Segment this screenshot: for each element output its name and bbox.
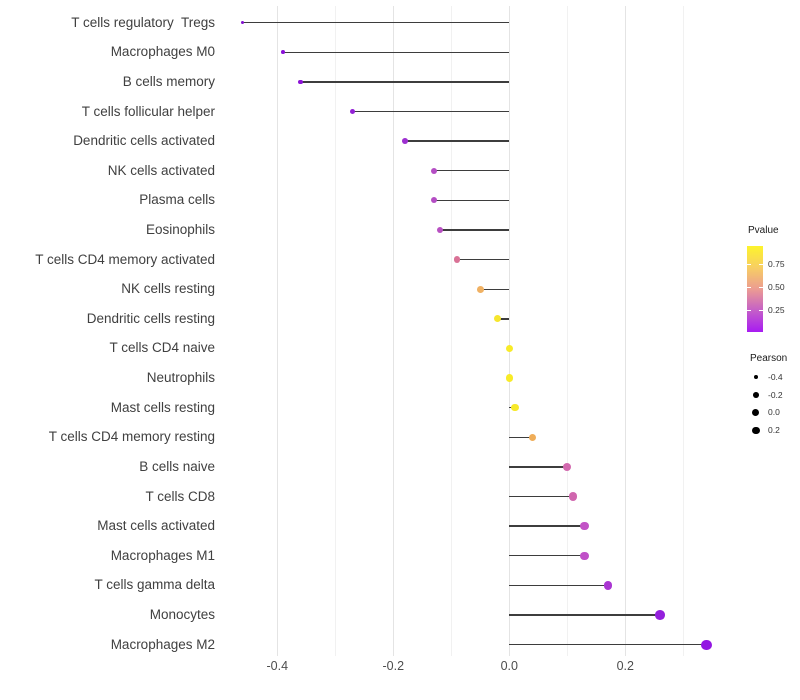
lollipop-dot [430,197,437,204]
pvalue-legend-title: Pvalue [748,225,779,236]
lollipop-line [509,436,533,439]
row-label: T cells gamma delta [94,577,215,593]
row-label: Dendritic cells resting [86,310,215,326]
row-label: T cells CD4 memory activated [35,251,215,267]
lollipop-dot [511,404,519,412]
lollipop-dot [281,50,286,55]
lollipop-dot [430,167,437,174]
row-label: NK cells activated [107,162,215,178]
lollipop-line [509,614,661,616]
x-tick-label: 0.2 [616,659,634,673]
row-label: T cells follicular helper [81,103,215,119]
colorbar-tick-mark [747,263,751,266]
colorbar-tick-mark [759,263,763,266]
lollipop-dot [580,551,589,561]
lollipop-line [242,22,510,24]
major-gridline [625,6,627,656]
lollipop-line [457,258,510,261]
lollipop-line [509,643,707,646]
size-legend-label: 0.0 [768,407,780,418]
row-label: Neutrophils [146,370,215,386]
row-label: T cells CD8 [145,488,215,504]
lollipop-dot [701,639,712,650]
lollipop-line [497,318,510,320]
lollipop-dot [505,374,513,382]
lollipop-dot [580,521,589,531]
lollipop-line [509,584,608,587]
size-legend-dot [752,409,760,417]
lollipop-dot [298,79,303,84]
colorbar-tick-mark [747,310,751,312]
row-label: Macrophages M2 [110,636,215,652]
row-label: NK cells resting [121,281,215,297]
lollipop-dot [563,462,572,472]
row-label: B cells naive [139,458,215,474]
row-label: T cells regulatory Tregs [71,14,215,30]
x-tick-label: -0.4 [266,659,289,673]
row-label: Monocytes [149,607,215,623]
pearson-legend-title: Pearson [750,353,788,364]
size-legend-dot [751,426,760,435]
lollipop-line [480,288,510,290]
size-legend-label: -0.4 [768,371,783,382]
row-label: Eosinophils [145,222,215,238]
lollipop-dot [453,256,461,263]
lollipop-line [509,555,585,557]
minor-gridline [567,6,569,656]
x-tick-label: -0.2 [382,659,405,673]
row-label: Dendritic cells activated [73,133,215,149]
size-legend-label: -0.2 [768,389,783,400]
row-label: B cells memory [122,73,215,89]
lollipop-line [433,199,510,202]
colorbar-tick-mark [759,310,763,312]
colorbar-tick-label: 0.50 [768,282,785,293]
lollipop-line [300,81,510,83]
lollipop-dot [528,433,537,442]
lollipop-line [404,140,510,142]
lollipop-line [433,170,510,172]
row-label: T cells CD4 memory resting [48,429,215,445]
size-legend-label: 0.2 [768,424,780,435]
lollipop-line [352,110,510,113]
size-legend-dot [753,375,758,380]
lollipop-dot [350,109,356,114]
major-gridline [509,6,511,656]
lollipop-dot [494,315,502,323]
row-label: Plasma cells [139,192,215,208]
row-label: Macrophages M1 [110,547,215,563]
lollipop-dot [476,285,484,293]
colorbar-tick-label: 0.75 [768,258,785,269]
lollipop-dot [568,492,578,501]
x-tick-label: 0.0 [500,659,518,673]
colorbar-tick-mark [747,286,751,289]
major-gridline [393,6,395,656]
pvalue-colorbar [747,246,763,332]
lollipop-dot [240,21,245,25]
lollipop-line [509,466,568,468]
colorbar-tick-label: 0.25 [768,305,785,316]
lollipop-dot [505,344,513,353]
row-label: T cells CD4 naive [109,340,215,356]
lollipop-dot [655,610,665,620]
lollipop-line [283,51,510,53]
row-label: Mast cells activated [97,518,215,534]
lollipop-dot [436,226,443,234]
minor-gridline [451,6,453,656]
colorbar-tick-mark [759,286,763,289]
lollipop-line [439,229,510,231]
lollipop-line [509,525,585,527]
major-gridline [277,6,279,656]
lollipop-line [509,495,574,498]
lollipop-dot [402,138,408,144]
lollipop-dot [603,581,613,590]
row-label: Mast cells resting [110,399,215,415]
row-label: Macrophages M0 [110,44,215,60]
minor-gridline [335,6,337,656]
minor-gridline [683,6,685,656]
size-legend-dot [752,392,759,398]
